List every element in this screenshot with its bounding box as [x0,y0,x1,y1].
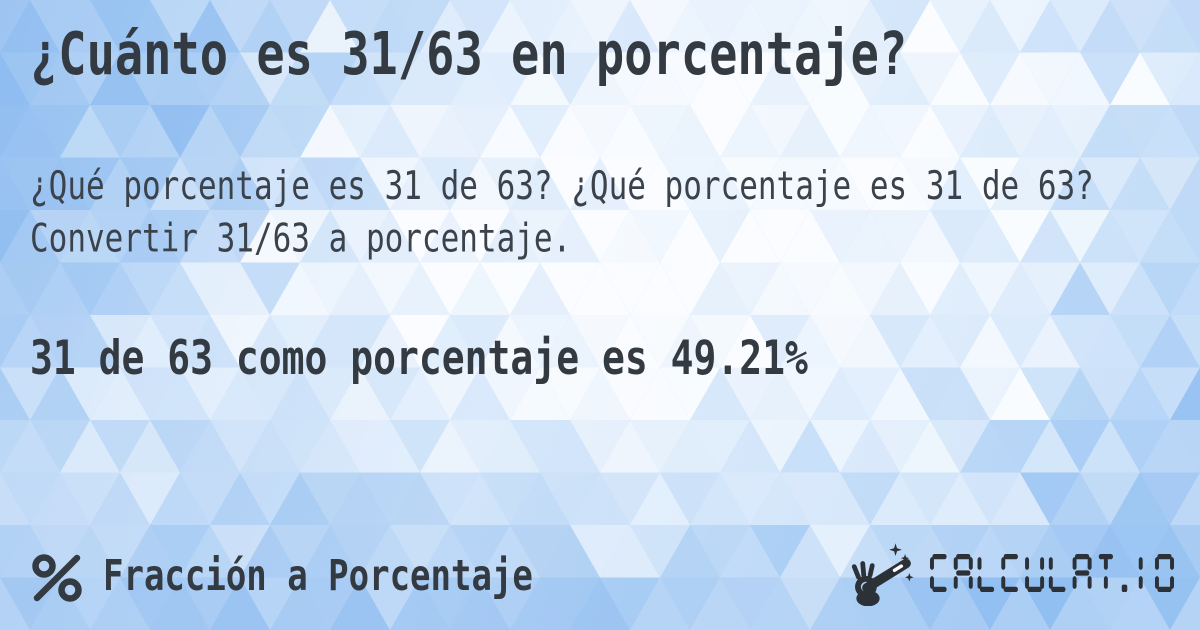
category-badge: Fracción a Porcentaje [32,551,533,602]
category-label: Fracción a Porcentaje [103,551,533,601]
page-title: ¿Cuánto es 31/63 en porcentaje? [30,20,908,89]
result-text: 31 de 63 como porcentaje es 49.21% [30,330,808,385]
magic-wand-hand-icon [851,543,914,606]
page-description: ¿Qué porcentaje es 31 de 63? ¿Qué porcen… [30,163,1113,262]
brand-logo [850,542,1174,606]
percent-icon [32,554,82,602]
brand-logo-text [930,554,1174,592]
